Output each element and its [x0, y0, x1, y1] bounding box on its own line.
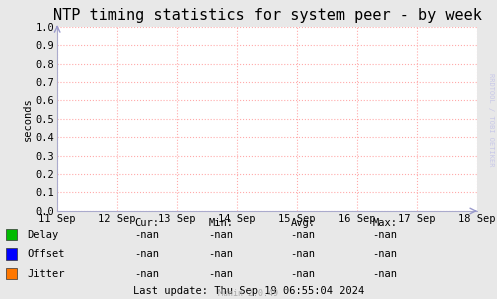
Text: Min:: Min: [209, 218, 234, 228]
Text: -nan: -nan [291, 249, 316, 259]
Text: -nan: -nan [373, 230, 398, 240]
Text: -nan: -nan [291, 230, 316, 240]
Text: -nan: -nan [209, 249, 234, 259]
Text: -nan: -nan [209, 230, 234, 240]
Text: Offset: Offset [27, 249, 65, 259]
Text: -nan: -nan [134, 230, 159, 240]
Text: Munin 2.0.49: Munin 2.0.49 [219, 289, 278, 298]
Text: Max:: Max: [373, 218, 398, 228]
Text: -nan: -nan [373, 269, 398, 279]
Text: Cur:: Cur: [134, 218, 159, 228]
Text: -nan: -nan [291, 269, 316, 279]
Text: -nan: -nan [209, 269, 234, 279]
Text: -nan: -nan [134, 249, 159, 259]
Text: RRDTOOL / TOBI OETIKER: RRDTOOL / TOBI OETIKER [488, 73, 494, 166]
Text: Avg:: Avg: [291, 218, 316, 228]
Y-axis label: seconds: seconds [23, 97, 33, 141]
Text: Jitter: Jitter [27, 269, 65, 279]
Text: -nan: -nan [134, 269, 159, 279]
Text: -nan: -nan [373, 249, 398, 259]
Text: Last update: Thu Sep 19 06:55:04 2024: Last update: Thu Sep 19 06:55:04 2024 [133, 286, 364, 296]
Title: NTP timing statistics for system peer - by week: NTP timing statistics for system peer - … [53, 8, 482, 23]
Text: Delay: Delay [27, 230, 59, 240]
